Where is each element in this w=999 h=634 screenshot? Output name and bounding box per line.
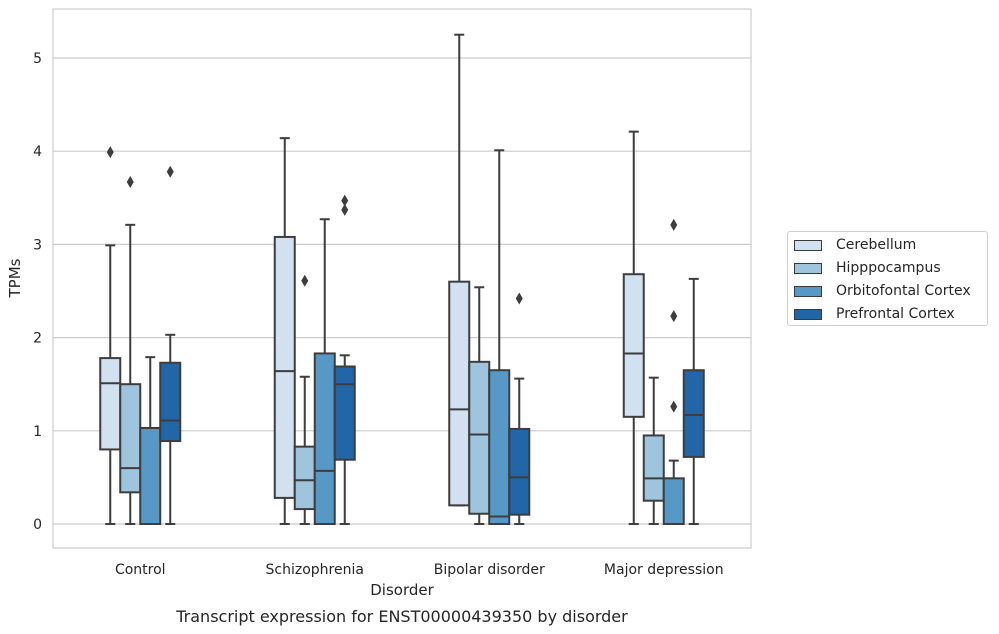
box-hipppocampus [119,175,142,525]
outlier-point [341,194,349,207]
iqr-box [622,273,645,418]
legend-label: Orbitofontal Cortex [836,283,971,299]
box-prefrontal-cortex [333,194,356,525]
iqr-box [333,365,356,461]
outlier-point [670,218,678,231]
box-orbitofontal-cortex [662,218,685,525]
y-axis-title: TPMs [6,258,24,298]
iqr-box [662,477,685,525]
box-prefrontal-cortex [159,165,182,525]
x-axis-title: Disorder [370,581,434,599]
box-cerebellum [448,33,471,507]
box-cerebellum [99,146,122,525]
x-tick-label: Major depression [604,562,724,578]
x-tick-label: Control [115,562,166,578]
outlier-point [166,165,174,178]
outlier-point [670,310,678,323]
legend-swatch-orbitofrontal [794,285,822,297]
legend-item: Cerebellum [794,235,916,255]
x-tick-label: Bipolar disorder [434,562,545,578]
outlier-point [670,400,678,413]
box-cerebellum [273,137,296,525]
legend-item: Hipppocampus [794,258,941,278]
y-tick-label: 2 [33,331,42,347]
iqr-box [139,427,162,525]
iqr-box [488,369,511,525]
legend: Cerebellum Hipppocampus Orbitofontal Cor… [787,231,988,326]
y-tick-label: 0 [33,517,42,533]
y-axis-ticks: 0 1 2 3 4 5 [33,51,42,533]
iqr-box [313,352,336,525]
iqr-box [642,434,665,502]
box-hipppocampus [642,376,665,525]
outlier-point [106,146,114,159]
outlier-point [341,203,349,216]
iqr-box [159,361,182,443]
legend-label: Hipppocampus [836,260,941,276]
outlier-point [301,274,309,287]
box-hipppocampus [293,274,316,525]
y-tick-label: 4 [33,144,42,160]
box-prefrontal-cortex [508,292,531,525]
box-series [99,33,705,525]
iqr-box [293,445,316,511]
legend-item: Orbitofontal Cortex [794,281,971,301]
iqr-box [508,427,531,516]
box-cerebellum [622,130,645,525]
iqr-box [468,360,491,515]
legend-swatch-prefrontal [794,308,822,320]
iqr-box [119,383,142,494]
y-tick-label: 1 [33,424,42,440]
iqr-box [273,235,296,499]
chart-caption: Transcript expression for ENST0000043935… [175,607,628,626]
y-tick-label: 5 [33,51,42,67]
outlier-point [126,175,134,188]
iqr-box [682,369,705,458]
box-orbitofontal-cortex [139,356,162,525]
iqr-box [99,357,122,451]
box-prefrontal-cortex [682,277,705,525]
iqr-box [448,280,471,507]
legend-item: Prefrontal Cortex [794,304,955,324]
x-tick-label: Schizophrenia [266,562,364,578]
x-axis-ticks: Control Schizophrenia Bipolar disorder Majo… [115,562,724,578]
y-tick-label: 3 [33,237,42,253]
legend-label: Prefrontal Cortex [836,306,955,322]
legend-swatch-hippocampus [794,262,822,274]
outlier-point [515,292,523,305]
legend-swatch-cerebellum [794,239,822,251]
legend-label: Cerebellum [836,237,917,253]
